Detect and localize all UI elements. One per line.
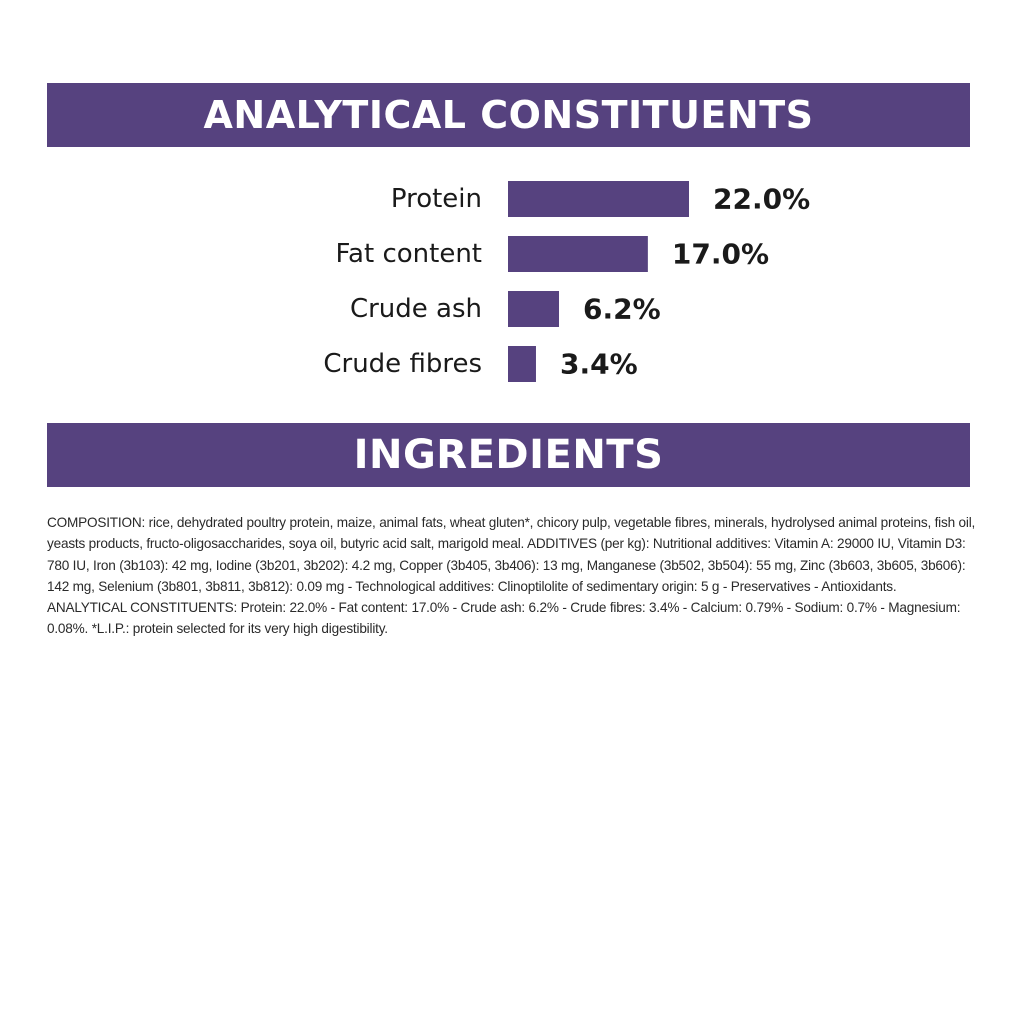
composition-text: COMPOSITION: rice, dehydrated poultry pr… [47, 515, 976, 637]
bar [508, 291, 560, 327]
analytical-constituents-title: ANALYTICAL CONSTITUENTS [203, 93, 814, 137]
ingredients-title: INGREDIENTS [353, 432, 664, 478]
value-label: 6.2% [583, 293, 661, 326]
value-label: 17.0% [672, 238, 769, 271]
category-label: Crude fibres [323, 349, 482, 379]
bar [508, 236, 648, 272]
bar [508, 181, 689, 217]
category-label: Crude ash [350, 294, 482, 324]
value-label: 22.0% [713, 183, 810, 216]
analytical-constituents-chart: Protein 22.0% Fat content 17.0% Crude ash 6.2… [0, 176, 1024, 392]
analytical-constituents-header: ANALYTICAL CONSTITUENTS [47, 83, 970, 147]
category-label: Fat content [335, 239, 482, 269]
value-label: 3.4% [560, 348, 638, 381]
ingredients-header: INGREDIENTS [47, 423, 970, 487]
bar-chart: Protein 22.0% Fat content 17.0% Crude ash 6.2… [323, 181, 810, 382]
bar [508, 346, 536, 382]
category-label: Protein [391, 184, 482, 214]
